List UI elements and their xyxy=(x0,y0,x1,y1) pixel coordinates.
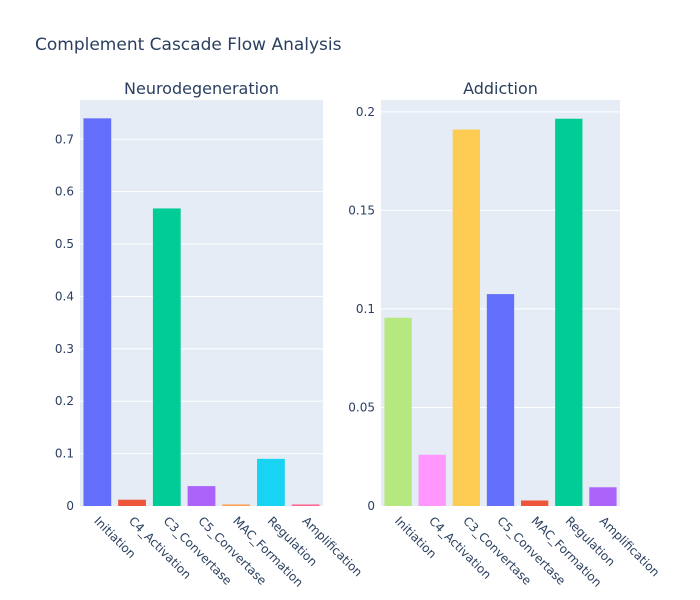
y-tick-label: 0 xyxy=(66,499,74,513)
subplot-title: Neurodegeneration xyxy=(124,79,279,98)
bar-C4_Activation xyxy=(418,454,446,506)
y-tick-label: 0.1 xyxy=(356,302,375,316)
bar-C3_Convertase xyxy=(452,129,481,506)
y-tick-label: 0.4 xyxy=(55,289,74,303)
bar-MAC_Formation xyxy=(520,500,549,506)
bar-Amplification xyxy=(589,487,617,506)
chart-title: Complement Cascade Flow Analysis xyxy=(35,35,342,55)
y-tick-label: 0.5 xyxy=(55,237,74,251)
subplot-title: Addiction xyxy=(463,79,538,98)
bar-Regulation xyxy=(555,118,583,506)
plot-area xyxy=(80,100,323,506)
y-tick-label: 0.6 xyxy=(55,185,74,199)
bar-Initiation xyxy=(384,317,412,506)
y-tick-label: 0.05 xyxy=(348,400,375,414)
bar-C5_Convertase xyxy=(187,486,216,506)
bar-MAC_Formation xyxy=(222,504,251,506)
y-tick-label: 0 xyxy=(367,499,375,513)
x-tick-label: Amplification xyxy=(300,514,366,580)
y-tick-label: 0.2 xyxy=(55,394,74,408)
bar-Amplification xyxy=(291,504,320,506)
bar-C5_Convertase xyxy=(486,294,515,506)
bar-C4_Activation xyxy=(118,499,146,506)
bar-C3_Convertase xyxy=(152,208,181,506)
y-tick-label: 0.2 xyxy=(356,105,375,119)
y-tick-label: 0.1 xyxy=(55,447,74,461)
y-tick-label: 0.7 xyxy=(55,132,74,146)
y-tick-label: 0.3 xyxy=(55,342,74,356)
subplot-panels: 00.10.20.30.40.50.60.7InitiationC4_Activ… xyxy=(55,79,662,590)
y-tick-label: 0.15 xyxy=(348,203,375,217)
bar-Initiation xyxy=(83,118,112,507)
subplot-2: 00.050.10.150.2InitiationC4_ActivationC3… xyxy=(348,79,662,590)
subplot-1: 00.10.20.30.40.50.60.7InitiationC4_Activ… xyxy=(55,79,365,590)
bar-Regulation xyxy=(257,458,285,506)
